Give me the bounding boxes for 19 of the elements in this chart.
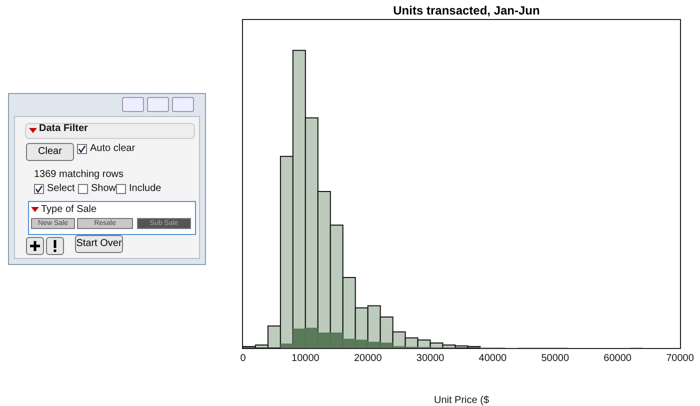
x-tick-label: 30000 [416, 353, 445, 364]
x-tick-label: 70000 [666, 353, 694, 364]
x-tick-label: 40000 [478, 353, 508, 364]
text: Show [91, 183, 116, 194]
x-tick-label: 50000 [541, 353, 570, 364]
text: Data Filter [39, 123, 88, 134]
x-tick-label: 0 [240, 353, 246, 364]
text: Select [47, 183, 75, 194]
x-tick-label: 20000 [354, 353, 382, 364]
text: Include [129, 183, 162, 194]
text: Type of Sale [41, 204, 97, 215]
text: 1369 matching rows [34, 169, 124, 180]
x-tick-label: 60000 [604, 353, 632, 364]
chart-title: Units transacted, Jan-Jun [393, 3, 540, 18]
x-tick-label: 10000 [292, 353, 320, 364]
text: Start Over [75, 235, 123, 253]
text: Auto clear [90, 143, 136, 154]
text: Clear [26, 143, 74, 161]
x-axis-title: Unit Price ($ [434, 395, 490, 406]
